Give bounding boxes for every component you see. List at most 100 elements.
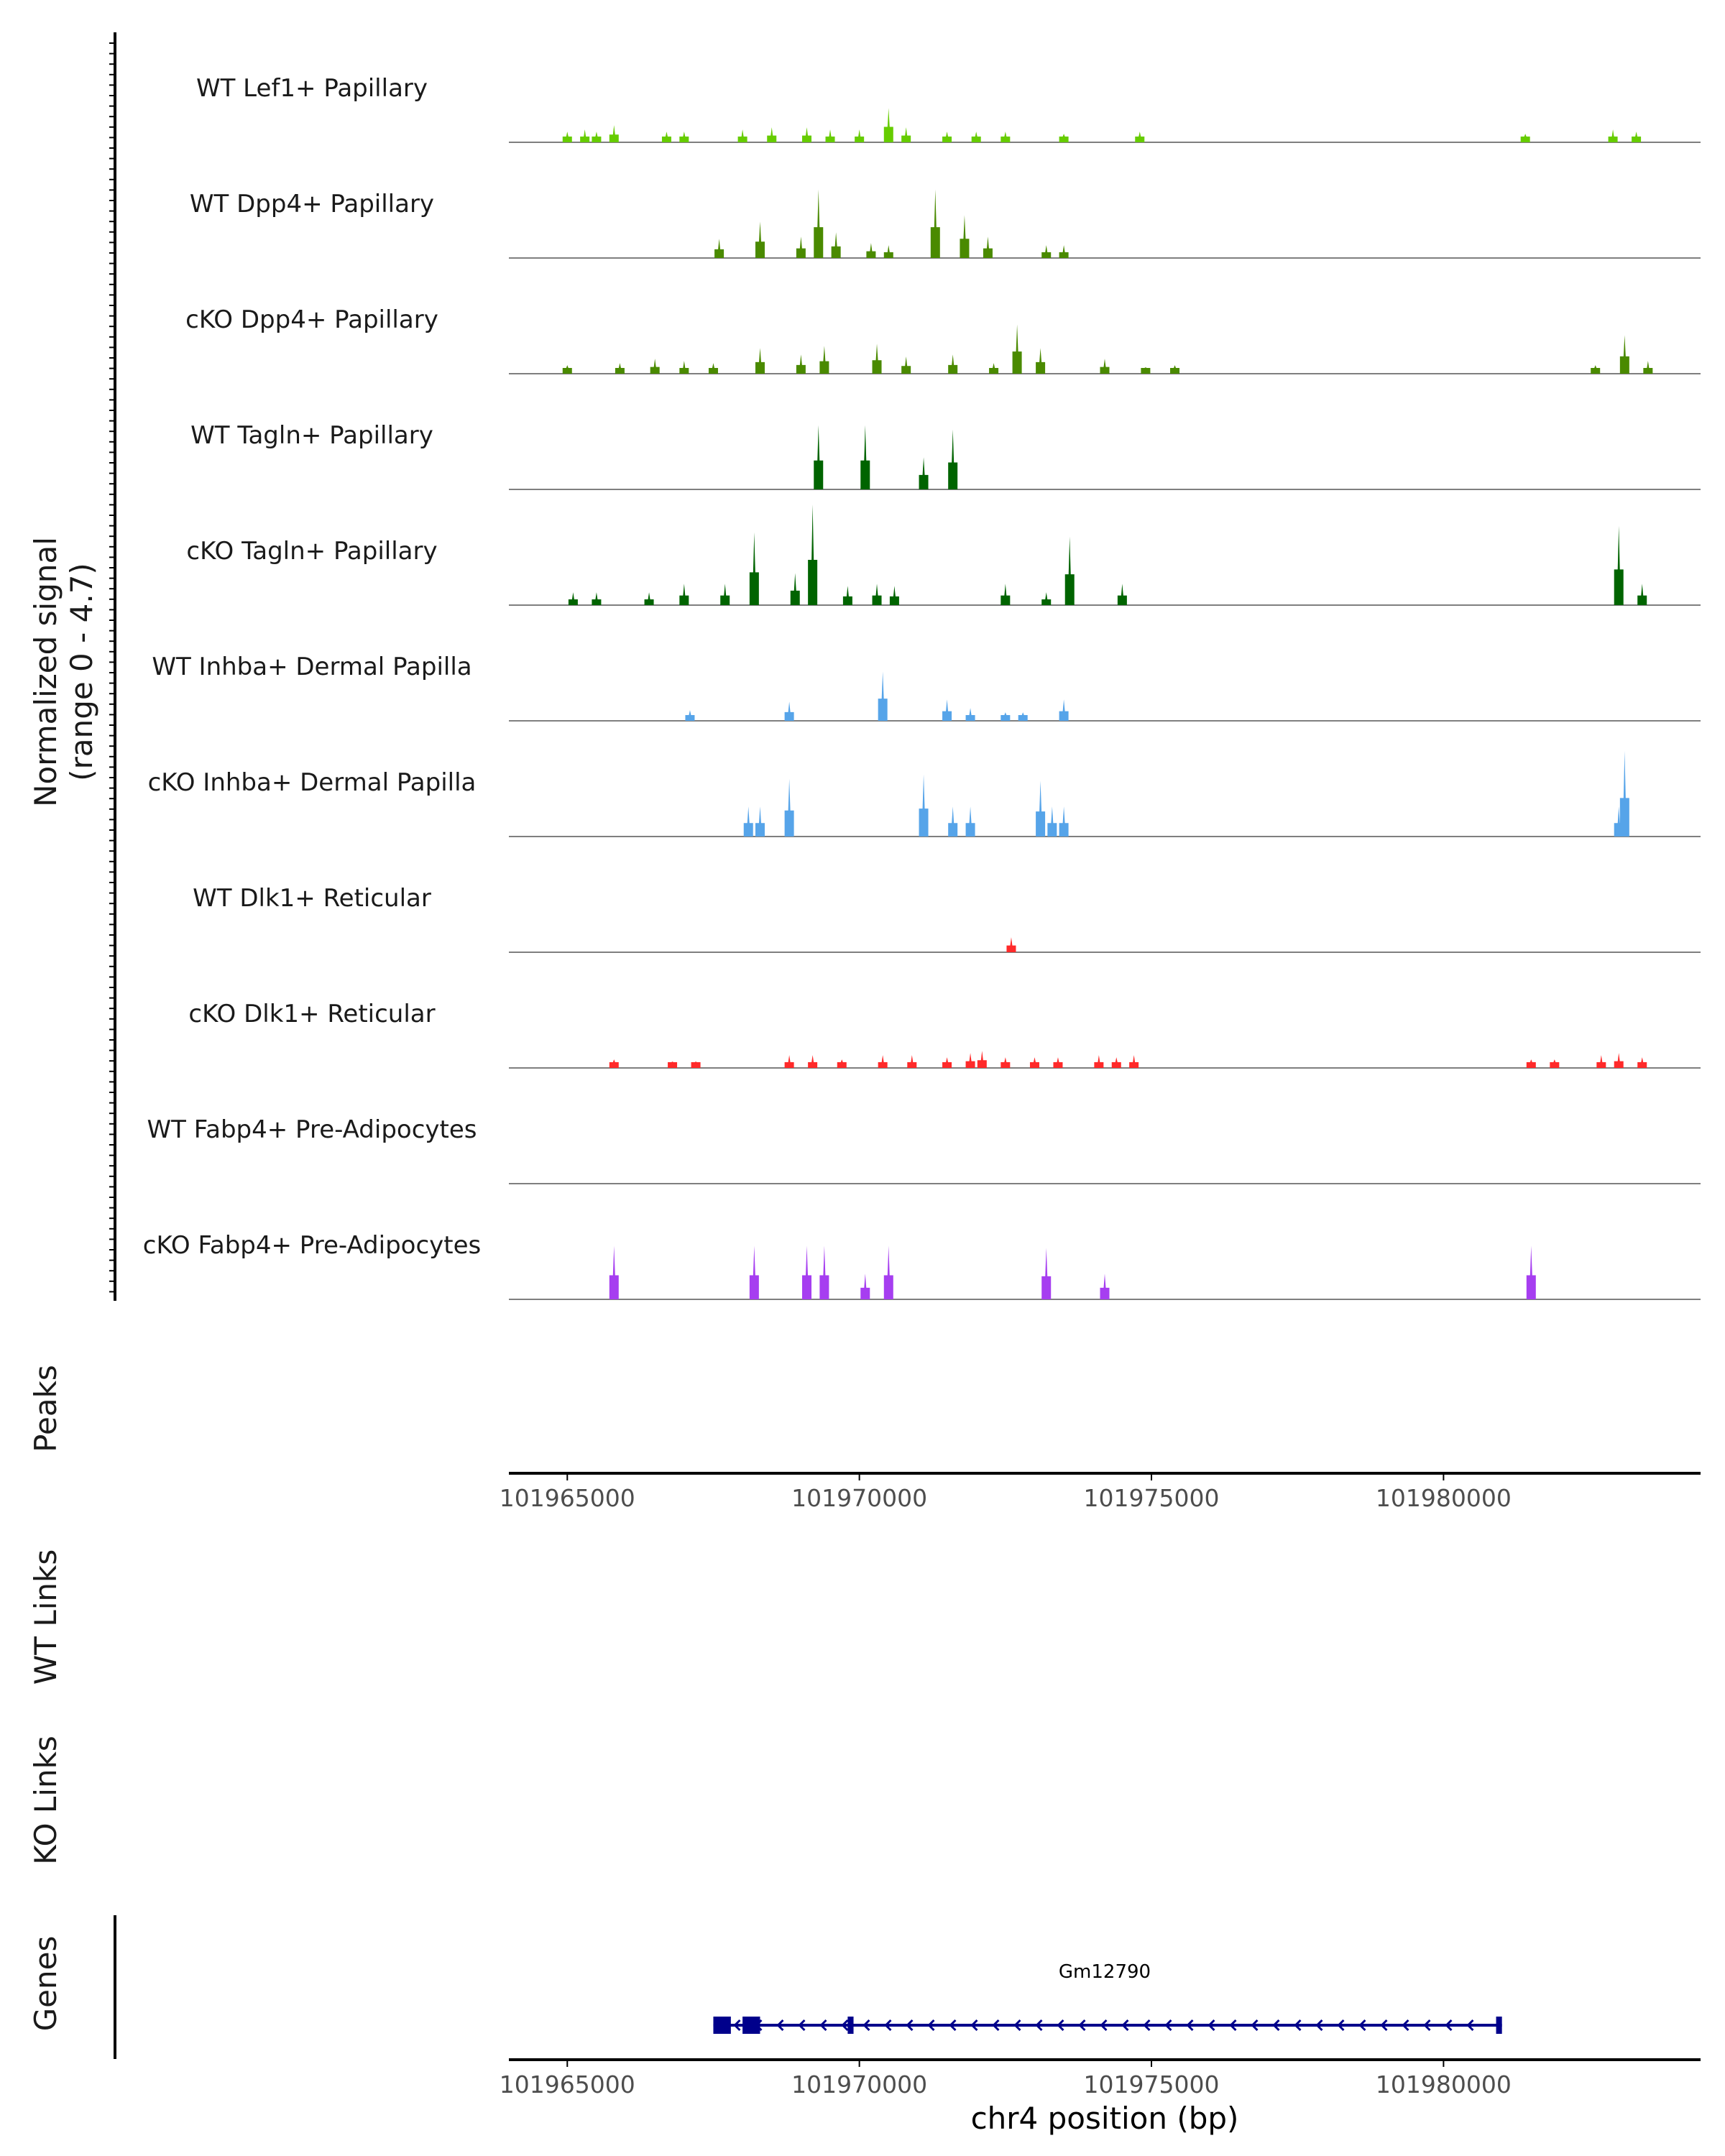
track-label: WT Tagln+ Papillary [190, 421, 433, 450]
signal-peak [1041, 592, 1052, 605]
signal-peak [878, 1055, 888, 1068]
signal-peak [971, 132, 981, 142]
signal-peak [1041, 245, 1052, 258]
signal-peak [1526, 1245, 1536, 1299]
signal-peak [714, 239, 724, 258]
signal-peak [1059, 699, 1069, 721]
signal-peak [1036, 348, 1046, 374]
signal-peak [814, 189, 824, 258]
signal-peak [1012, 324, 1022, 374]
peaks-x-axis-ticks: 101965000 101970000 101975000 101980000 [500, 1473, 1512, 1512]
signal-peak [960, 215, 970, 258]
signal-peak [919, 774, 929, 837]
track-0: WT Lef1+ Papillary [196, 74, 1701, 143]
signal-peak [1053, 1057, 1063, 1068]
signal-peak [615, 363, 625, 374]
signal-peak [784, 1055, 794, 1068]
x-axis-tick-label: 101975000 [1084, 1484, 1220, 1512]
strand-arrow [906, 2019, 914, 2032]
track-label: WT Inhba+ Dermal Papilla [152, 653, 472, 681]
strand-arrow [841, 2019, 849, 2032]
strand-arrow [1143, 2019, 1151, 2032]
signal-peak [1036, 780, 1046, 837]
strand-arrow [1100, 2019, 1108, 2032]
signal-peak [784, 778, 794, 837]
track-label: WT Dpp4+ Papillary [190, 190, 434, 218]
signal-peak [1614, 1053, 1624, 1068]
signal-peak [1111, 1057, 1121, 1068]
track-label: cKO Inhba+ Dermal Papilla [148, 768, 477, 797]
signal-peak [1141, 367, 1151, 374]
track-3: WT Tagln+ Papillary [190, 421, 1701, 490]
track-label: WT Fabp4+ Pre-Adipocytes [147, 1115, 477, 1144]
strand-arrow [1229, 2019, 1237, 2032]
strand-arrow [1315, 2019, 1323, 2032]
signal-peak [919, 457, 929, 489]
signal-peak [1637, 584, 1647, 605]
x-axis-tick-label: 101980000 [1376, 1484, 1512, 1512]
signal-peak [609, 125, 619, 142]
signal-peak [755, 806, 765, 837]
signal-peak [1520, 134, 1530, 142]
signal-peak [1619, 335, 1629, 374]
signal-peak [1135, 132, 1145, 142]
y-axis-label-line1: Normalized signal [28, 537, 63, 807]
track-label: cKO Dpp4+ Papillary [185, 305, 438, 334]
peaks-panel-label: Peaks [28, 1365, 63, 1452]
signal-peak [989, 363, 999, 374]
strand-arrow [1358, 2019, 1366, 2032]
track-10: cKO Fabp4+ Pre-Adipocytes [143, 1231, 1701, 1300]
signal-peak [668, 1061, 678, 1068]
signal-peak [883, 245, 893, 258]
signal-peak [796, 354, 806, 374]
gene-exon [742, 2017, 760, 2034]
strand-arrow [1186, 2019, 1194, 2032]
signal-peak [1064, 536, 1075, 605]
signal-peak [837, 1059, 847, 1068]
strand-arrow [927, 2019, 935, 2032]
signal-peak [1059, 134, 1069, 142]
signal-peak [948, 806, 958, 837]
y-axis-ticks [109, 42, 115, 1293]
signal-peak [842, 586, 852, 605]
signal-peak [1000, 1057, 1011, 1068]
signal-peak [942, 1057, 952, 1068]
genes-panel-label: Genes [28, 1936, 63, 2032]
x-axis-tick-label: 101970000 [791, 2070, 927, 2099]
x-axis-tick-label: 101970000 [791, 1484, 927, 1512]
track-4: cKO Tagln+ Papillary [186, 505, 1701, 606]
signal-peak [802, 127, 811, 142]
signal-peak [609, 1059, 619, 1068]
strand-arrow [1402, 2019, 1409, 2032]
x-axis-title: chr4 position (bp) [971, 2101, 1239, 2136]
signal-peak [866, 243, 876, 258]
strand-arrow [1057, 2019, 1064, 2032]
track-5: WT Inhba+ Dermal Papilla [152, 653, 1701, 722]
signal-peak [796, 236, 806, 258]
x-axis-tick-label: 101965000 [500, 2070, 635, 2099]
signal-peak [1059, 245, 1069, 258]
signal-peak [825, 129, 835, 142]
track-9: WT Fabp4+ Pre-Adipocytes [147, 1115, 1701, 1184]
signal-peak [878, 671, 888, 721]
signal-peak [1591, 365, 1601, 374]
signal-peak [650, 359, 660, 374]
strand-arrow [1445, 2019, 1453, 2032]
strand-arrow [798, 2019, 806, 2032]
strand-arrow [1013, 2019, 1021, 2032]
y-axis-label-line2: (range 0 - 4.7) [64, 563, 99, 781]
strand-arrow [1466, 2019, 1474, 2032]
signal-peak [1637, 1057, 1647, 1068]
signal-peak [1000, 584, 1011, 605]
signal-peak [883, 108, 893, 142]
signal-peak [1170, 365, 1180, 374]
strand-arrow [1272, 2019, 1280, 2032]
signal-peak [679, 361, 689, 374]
signal-peak [983, 236, 993, 258]
signal-peak [592, 592, 602, 605]
signal-peak [737, 129, 748, 142]
signal-peak [720, 584, 730, 605]
track-label: WT Dlk1+ Reticular [193, 884, 431, 913]
